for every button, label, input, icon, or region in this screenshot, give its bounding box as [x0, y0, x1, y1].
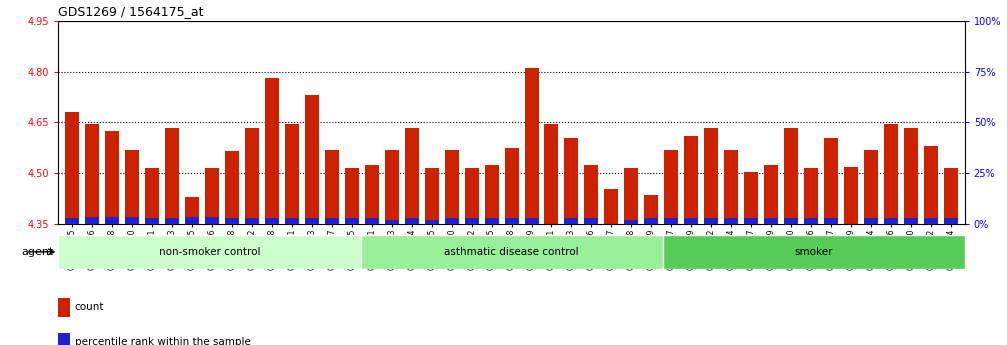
Bar — [65, 112, 80, 224]
Bar — [864, 150, 878, 224]
Bar — [86, 124, 100, 224]
Bar — [325, 150, 339, 224]
Bar — [484, 218, 498, 224]
Bar — [884, 124, 898, 224]
Bar — [584, 218, 598, 224]
Bar — [165, 218, 179, 224]
Bar — [704, 128, 718, 224]
Bar — [724, 218, 738, 224]
Bar — [644, 195, 659, 224]
Text: count: count — [75, 302, 104, 312]
Bar — [365, 218, 379, 224]
Bar — [106, 217, 119, 224]
Bar — [265, 218, 279, 224]
Bar — [684, 136, 698, 224]
Bar — [923, 146, 938, 224]
Bar — [505, 148, 519, 224]
Bar — [665, 218, 679, 224]
Bar — [165, 128, 179, 224]
Bar — [824, 138, 838, 224]
Bar — [425, 168, 439, 224]
Bar — [764, 218, 778, 224]
Bar — [58, 235, 361, 269]
Bar — [464, 168, 478, 224]
Bar — [106, 131, 119, 224]
Bar — [285, 218, 299, 224]
Bar — [226, 151, 239, 224]
Bar — [445, 150, 458, 224]
Bar — [624, 220, 638, 224]
Bar — [804, 218, 818, 224]
Bar — [704, 218, 718, 224]
Bar — [744, 172, 758, 224]
Bar — [784, 218, 798, 224]
Bar — [784, 128, 798, 224]
Bar — [425, 220, 439, 224]
Bar — [305, 95, 319, 224]
Bar — [185, 217, 199, 224]
Bar — [545, 124, 559, 224]
Bar — [305, 218, 319, 224]
Bar — [344, 168, 358, 224]
Bar — [226, 218, 239, 224]
Bar — [265, 78, 279, 224]
Bar — [86, 217, 100, 224]
Bar — [285, 124, 299, 224]
Bar — [361, 235, 663, 269]
Bar — [884, 218, 898, 224]
Bar — [565, 138, 578, 224]
Bar — [864, 218, 878, 224]
Bar — [385, 220, 399, 224]
Bar — [944, 218, 958, 224]
Bar — [464, 218, 478, 224]
Text: agent: agent — [21, 247, 53, 257]
Bar — [344, 218, 358, 224]
Bar — [205, 217, 220, 224]
Bar — [904, 218, 917, 224]
Bar — [644, 218, 659, 224]
Bar — [764, 165, 778, 224]
Bar — [445, 218, 458, 224]
Text: GDS1269 / 1564175_at: GDS1269 / 1564175_at — [58, 5, 203, 18]
Bar — [145, 218, 159, 224]
Bar — [405, 218, 419, 224]
Bar — [684, 218, 698, 224]
Bar — [665, 150, 679, 224]
Bar — [724, 150, 738, 224]
Text: asthmatic disease control: asthmatic disease control — [444, 247, 579, 257]
Bar — [923, 218, 938, 224]
Bar — [604, 189, 618, 224]
Bar — [125, 217, 139, 224]
Text: smoker: smoker — [795, 247, 833, 257]
Bar — [185, 197, 199, 224]
Bar — [525, 68, 539, 224]
Bar — [145, 168, 159, 224]
Bar — [824, 218, 838, 224]
Bar — [325, 218, 339, 224]
Bar — [944, 168, 958, 224]
Bar — [804, 168, 818, 224]
Bar — [245, 128, 259, 224]
Bar — [525, 218, 539, 224]
Bar — [844, 167, 858, 224]
Bar — [245, 218, 259, 224]
Text: percentile rank within the sample: percentile rank within the sample — [75, 337, 251, 345]
Bar — [405, 128, 419, 224]
Bar — [584, 165, 598, 224]
Bar — [65, 218, 80, 224]
Bar — [484, 165, 498, 224]
Bar — [904, 128, 917, 224]
Bar — [205, 168, 220, 224]
Bar — [505, 218, 519, 224]
Bar — [365, 165, 379, 224]
Bar — [125, 150, 139, 224]
Bar — [744, 218, 758, 224]
Bar — [663, 235, 965, 269]
Bar — [565, 218, 578, 224]
Bar — [385, 150, 399, 224]
Bar — [624, 168, 638, 224]
Text: non-smoker control: non-smoker control — [159, 247, 260, 257]
